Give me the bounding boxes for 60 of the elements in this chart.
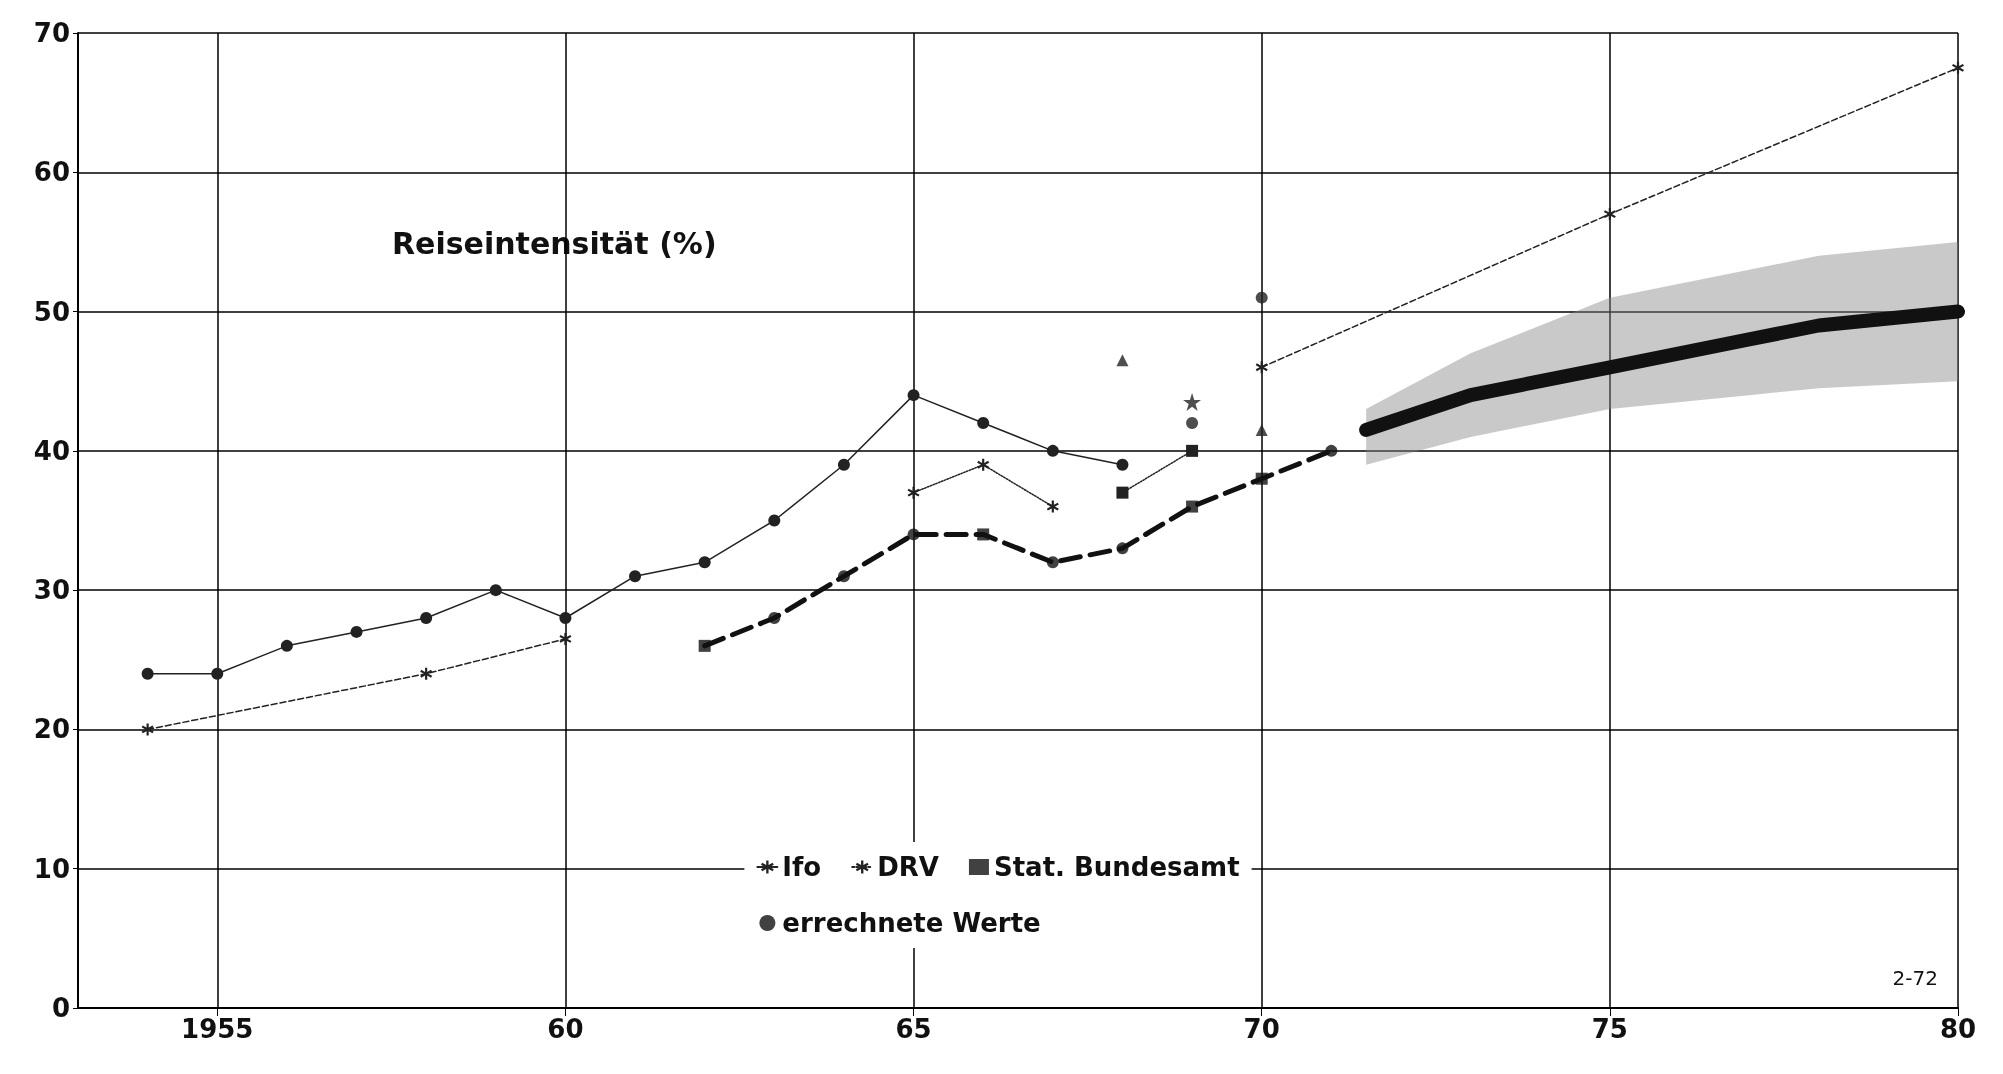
point (629, 570, 642, 583)
y-tick-label: 60 (33, 157, 70, 188)
x-tick-label: 75 (1591, 1014, 1628, 1044)
point (1116, 354, 1129, 367)
x-tick-label: 1955 (181, 1014, 254, 1044)
point (1952, 61, 1964, 74)
point (837, 458, 850, 471)
point (1116, 486, 1129, 499)
point (420, 612, 433, 624)
point (1186, 444, 1199, 457)
point (350, 625, 363, 638)
point (1186, 500, 1199, 513)
point (1046, 556, 1059, 569)
point (141, 667, 154, 680)
point (977, 458, 990, 471)
point (559, 632, 572, 645)
point (698, 639, 711, 652)
x-tick-label: 60 (547, 1014, 584, 1044)
point (1255, 423, 1268, 436)
point (1183, 393, 1202, 412)
point (977, 417, 990, 429)
point (837, 570, 850, 583)
point (768, 514, 781, 527)
y-tick-label: 10 (33, 853, 70, 884)
x-tick-label: 80 (1939, 1014, 1977, 1044)
point (280, 639, 293, 652)
point (211, 667, 224, 680)
point (698, 556, 711, 569)
point (559, 612, 572, 624)
point (768, 612, 781, 624)
y-tick-label: 70 (33, 18, 70, 48)
point (907, 389, 920, 402)
point (1255, 291, 1268, 304)
point (1255, 361, 1268, 374)
point (141, 723, 154, 736)
point (1046, 500, 1059, 513)
y-tick-label: 20 (33, 714, 70, 745)
point (907, 486, 920, 499)
y-tick-label: 0 (51, 993, 70, 1023)
point (907, 528, 920, 541)
point (1046, 444, 1059, 457)
legend-label: errechnete Werte (782, 908, 1041, 938)
y-tick-label: 30 (33, 575, 70, 606)
y-tick-label: 50 (33, 296, 70, 327)
point (1116, 458, 1129, 471)
point (489, 584, 502, 597)
point (1255, 472, 1268, 485)
legend-label: Stat. Bundesamt (993, 852, 1240, 882)
point (420, 667, 433, 680)
annotation: 2-72 (1892, 966, 1938, 990)
legend-label: Ifo (782, 852, 822, 882)
x-tick-label: 65 (895, 1014, 932, 1044)
point (1116, 542, 1129, 555)
point (1603, 208, 1616, 221)
legend-label: DRV (877, 852, 939, 882)
point (1325, 444, 1338, 457)
point (1186, 417, 1199, 429)
x-tick-label: 70 (1243, 1014, 1280, 1044)
point (977, 528, 990, 541)
y-tick-label: 40 (33, 435, 70, 466)
